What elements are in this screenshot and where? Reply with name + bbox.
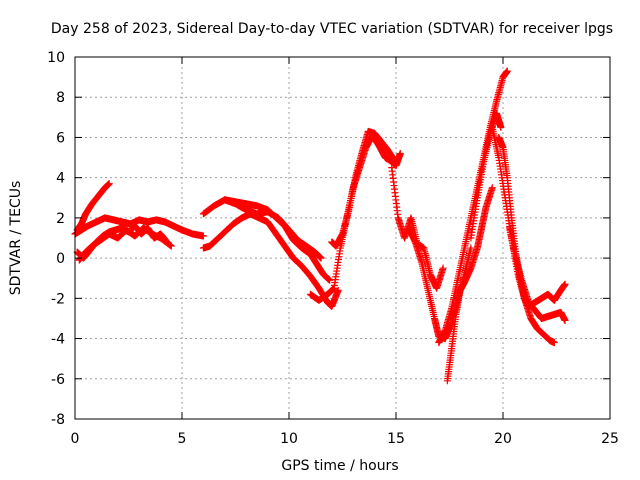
series-trace-6 xyxy=(199,210,342,310)
tick-labels: 0 5 10 15 20 25 -8 -6 -4 -2 0 2 4 6 8 10 xyxy=(47,50,619,447)
data-point xyxy=(167,242,175,250)
y-tick-label: 2 xyxy=(56,211,65,227)
axis-ticks xyxy=(74,56,611,420)
chart-title: Day 258 of 2023, Sidereal Day-to-day VTE… xyxy=(51,21,613,37)
y-tick-label: -8 xyxy=(51,412,65,428)
x-tick-label: 5 xyxy=(178,431,187,447)
series-trace-9 xyxy=(328,127,398,250)
x-tick-label: 0 xyxy=(71,431,80,447)
y-tick-label: 0 xyxy=(56,251,65,267)
data-point xyxy=(439,264,447,272)
x-tick-label: 25 xyxy=(601,431,619,447)
data-point xyxy=(467,244,475,252)
series-trace-16 xyxy=(488,123,558,347)
y-tick-label: 4 xyxy=(56,171,65,187)
data-point xyxy=(561,280,569,288)
y-tick-label: 8 xyxy=(56,90,65,106)
data-point xyxy=(317,254,325,262)
data-point xyxy=(390,156,398,164)
y-tick-label: -2 xyxy=(51,291,65,307)
series-trace-4 xyxy=(75,224,175,264)
y-tick-label: 6 xyxy=(56,130,65,146)
data-point xyxy=(199,232,207,240)
data-point xyxy=(497,123,505,131)
y-tick-label: -6 xyxy=(51,372,65,388)
data-point xyxy=(105,180,113,188)
data-point xyxy=(334,286,342,294)
series-trace-10 xyxy=(388,164,447,292)
series-trace-15 xyxy=(495,133,569,310)
data-point xyxy=(561,316,569,324)
data-point xyxy=(488,184,496,192)
data-point xyxy=(550,339,558,347)
x-tick-label: 15 xyxy=(387,431,405,447)
series-trace-17 xyxy=(505,224,569,324)
x-axis-label: GPS time / hours xyxy=(281,458,398,474)
data-points xyxy=(71,67,569,385)
y-tick-label: -4 xyxy=(51,332,65,348)
y-axis-label: SDTVAR / TECUs xyxy=(8,181,24,296)
plot-frame xyxy=(74,56,611,420)
y-tick-label: 10 xyxy=(47,50,65,66)
data-point xyxy=(396,150,404,158)
x-tick-label: 20 xyxy=(494,431,512,447)
series-trace-13 xyxy=(443,184,496,385)
series-trace-7 xyxy=(221,196,325,262)
data-point xyxy=(503,67,511,75)
grid-lines xyxy=(75,57,610,419)
x-tick-label: 10 xyxy=(280,431,298,447)
